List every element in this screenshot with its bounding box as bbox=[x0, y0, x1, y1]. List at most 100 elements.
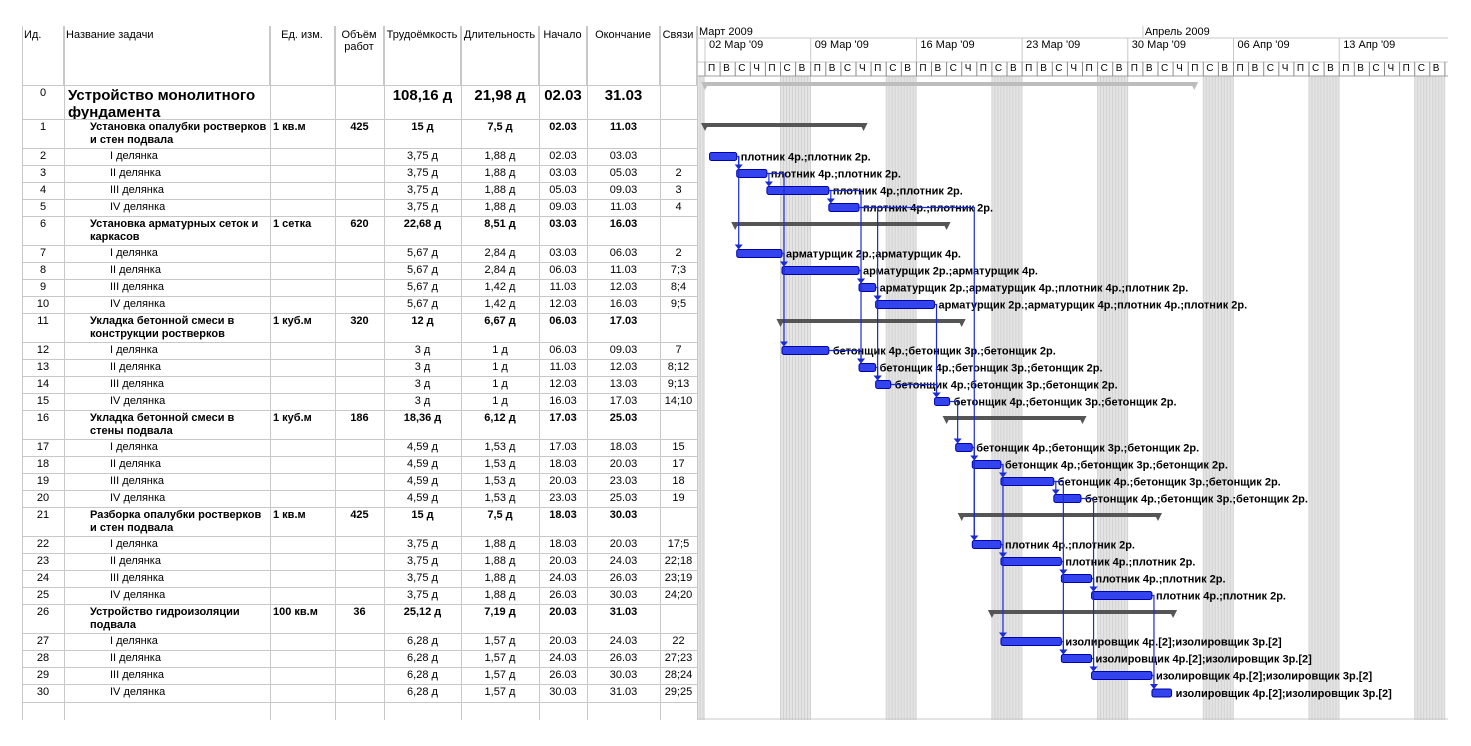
column-header-name[interactable]: Название задачи bbox=[64, 26, 270, 85]
summary-cap bbox=[1169, 610, 1178, 618]
task-bar[interactable] bbox=[875, 380, 892, 389]
summary-bar[interactable] bbox=[780, 319, 962, 323]
table-row[interactable]: 10 IV делянка 5,67 д 1,42 д 12.03 16.03 9;5 bbox=[22, 296, 697, 313]
table-row[interactable]: 13 II делянка 3 д 1 д 11.03 12.03 8;12 bbox=[22, 359, 697, 376]
table-row[interactable]: 26 Устройство гидроизоляции подвала 100 кв… bbox=[22, 604, 697, 633]
column-header-id[interactable]: Ид. bbox=[22, 26, 64, 85]
cell-duration: 21,98 д bbox=[474, 87, 526, 104]
column-header-start[interactable]: Начало bbox=[539, 26, 587, 85]
column-header-unit[interactable]: Ед. изм. bbox=[270, 26, 335, 85]
task-bar[interactable] bbox=[709, 152, 738, 161]
cell-finish: 17.03 bbox=[609, 315, 638, 327]
day-letter: П bbox=[768, 63, 777, 74]
task-bar[interactable] bbox=[934, 397, 951, 406]
table-row[interactable]: 2 I делянка 3,75 д 1,88 д 02.03 03.03 bbox=[22, 148, 697, 165]
cell-name: II делянка bbox=[110, 167, 161, 179]
day-letter: П bbox=[708, 63, 716, 74]
table-row[interactable]: 15 IV делянка 3 д 1 д 16.03 17.03 14;10 bbox=[22, 393, 697, 410]
task-bar[interactable] bbox=[1000, 557, 1062, 566]
resource-label: плотник 4р.;плотник 2р. bbox=[833, 186, 963, 198]
table-row[interactable]: 24 III делянка 3,75 д 1,88 д 24.03 26.03 23;19 bbox=[22, 570, 697, 587]
table-row[interactable]: 21 Разборка опалубки ростверков и стен по… bbox=[22, 507, 697, 536]
summary-bar[interactable] bbox=[705, 123, 864, 127]
table-row[interactable]: 29 III делянка 6,28 д 1,57 д 26.03 30.03 28;24 bbox=[22, 667, 697, 684]
table-row[interactable]: 16 Укладка бетонной смеси в стены подвала… bbox=[22, 410, 697, 439]
dependency-link bbox=[1091, 577, 1095, 668]
table-row[interactable]: 23 II делянка 3,75 д 1,88 д 20.03 24.03 22;18 bbox=[22, 553, 697, 570]
table-row[interactable]: 27 I делянка 6,28 д 1,57 д 20.03 24.03 22 bbox=[22, 633, 697, 650]
row-divider bbox=[22, 165, 697, 166]
summary-bar[interactable] bbox=[991, 610, 1174, 614]
table-row[interactable]: 14 III делянка 3 д 1 д 12.03 13.03 9;13 bbox=[22, 376, 697, 393]
cell-name: II делянка bbox=[110, 458, 161, 470]
day-letter: П bbox=[1025, 63, 1033, 74]
summary-bar[interactable] bbox=[705, 82, 1195, 86]
table-row[interactable]: 7 I делянка 5,67 д 2,84 д 03.03 06.03 2 bbox=[22, 245, 697, 262]
table-row[interactable]: 1 Установка опалубки ростверков и стен по… bbox=[22, 119, 697, 148]
task-bar[interactable] bbox=[875, 300, 936, 309]
table-row[interactable]: 3 II делянка 3,75 д 1,88 д 03.03 05.03 2 bbox=[22, 165, 697, 182]
task-bar[interactable] bbox=[1151, 688, 1173, 698]
day-letter: С bbox=[1161, 63, 1169, 74]
table-row[interactable]: 19 III делянка 4,59 д 1,53 д 20.03 23.03 18 bbox=[22, 473, 697, 490]
column-header-links[interactable]: Связи bbox=[660, 26, 697, 85]
task-bar[interactable] bbox=[1091, 591, 1153, 600]
task-bar[interactable] bbox=[766, 186, 830, 195]
cell-finish: 18.03 bbox=[609, 441, 638, 453]
table-row[interactable]: 17 I делянка 4,59 д 1,53 д 17.03 18.03 15 bbox=[22, 439, 697, 456]
task-bar[interactable] bbox=[1000, 637, 1062, 646]
cell-name: Установка опалубки ростверков и стен под… bbox=[90, 121, 267, 146]
task-bar[interactable] bbox=[1091, 671, 1153, 680]
resource-label: плотник 4р.;плотник 2р. bbox=[741, 152, 871, 164]
table-row[interactable]: 18 II делянка 4,59 д 1,53 д 18.03 20.03 17 bbox=[22, 456, 697, 473]
task-bar[interactable] bbox=[1060, 654, 1093, 663]
task-bar[interactable] bbox=[1053, 494, 1082, 503]
cell-id: 29 bbox=[36, 669, 50, 681]
task-bar[interactable] bbox=[971, 540, 1002, 549]
week-label: 02 Мар '09 bbox=[709, 39, 764, 51]
table-row[interactable]: 22 I делянка 3,75 д 1,88 д 18.03 20.03 17;5 bbox=[22, 536, 697, 553]
task-bar[interactable] bbox=[736, 249, 783, 258]
task-bar[interactable] bbox=[1000, 477, 1055, 486]
task-bar[interactable] bbox=[736, 169, 768, 178]
row-divider bbox=[22, 650, 697, 651]
table-row[interactable]: 25 IV делянка 3,75 д 1,88 д 26.03 30.03 24;20 bbox=[22, 587, 697, 604]
summary-bar[interactable] bbox=[946, 416, 1083, 420]
table-row[interactable]: 20 IV делянка 4,59 д 1,53 д 23.03 25.03 19 bbox=[22, 490, 697, 507]
task-bar[interactable] bbox=[971, 460, 1002, 469]
table-row[interactable]: 0 Устройство монолитного фундамента 108,16… bbox=[22, 85, 697, 121]
task-bar[interactable] bbox=[781, 266, 860, 275]
table-row[interactable]: 4 III делянка 3,75 д 1,88 д 05.03 09.03 3 bbox=[22, 182, 697, 199]
table-row[interactable]: 6 Установка арматурных сеток и каркасов 1 … bbox=[22, 216, 697, 245]
row-divider bbox=[22, 604, 697, 605]
cell-links: 18 bbox=[672, 475, 685, 487]
cell-id: 30 bbox=[36, 686, 50, 698]
table-row[interactable]: 11 Укладка бетонной смеси в конструкции р… bbox=[22, 313, 697, 342]
row-divider bbox=[22, 342, 697, 343]
column-header-volume[interactable]: Объём работ bbox=[335, 26, 384, 85]
cell-labor: 3,75 д bbox=[407, 184, 438, 196]
table-row[interactable]: 30 IV делянка 6,28 д 1,57 д 30.03 31.03 29;25 bbox=[22, 684, 697, 702]
table-row[interactable]: 28 II делянка 6,28 д 1,57 д 24.03 26.03 27;23 bbox=[22, 650, 697, 667]
row-divider bbox=[22, 182, 697, 183]
column-header-labor[interactable]: Трудоёмкость bbox=[384, 26, 461, 85]
cell-start: 03.03 bbox=[549, 218, 577, 230]
summary-bar[interactable] bbox=[961, 513, 1158, 517]
cell-labor: 15 д bbox=[411, 509, 434, 521]
task-bar[interactable] bbox=[828, 203, 860, 212]
table-row[interactable]: 12 I делянка 3 д 1 д 06.03 09.03 7 bbox=[22, 342, 697, 359]
cell-duration: 1,88 д bbox=[484, 538, 516, 550]
cell-unit: 1 кв.м bbox=[273, 121, 306, 133]
cell-name: I делянка bbox=[110, 247, 158, 259]
task-bar[interactable] bbox=[1060, 574, 1093, 583]
task-bar[interactable] bbox=[781, 346, 830, 355]
table-row[interactable]: 9 III делянка 5,67 д 1,42 д 11.03 12.03 8;4 bbox=[22, 279, 697, 296]
summary-bar[interactable] bbox=[735, 222, 947, 226]
resource-label: плотник 4р.;плотник 2р. bbox=[1096, 574, 1226, 586]
table-row[interactable]: 8 II делянка 5,67 д 2,84 д 06.03 11.03 7;3 bbox=[22, 262, 697, 279]
column-header-finish[interactable]: Окончание bbox=[587, 26, 660, 85]
table-row[interactable]: 5 IV делянка 3,75 д 1,88 д 09.03 11.03 4 bbox=[22, 199, 697, 216]
task-bar[interactable] bbox=[858, 363, 877, 372]
task-bar[interactable] bbox=[955, 443, 973, 452]
column-header-duration[interactable]: Длительность bbox=[461, 26, 539, 85]
